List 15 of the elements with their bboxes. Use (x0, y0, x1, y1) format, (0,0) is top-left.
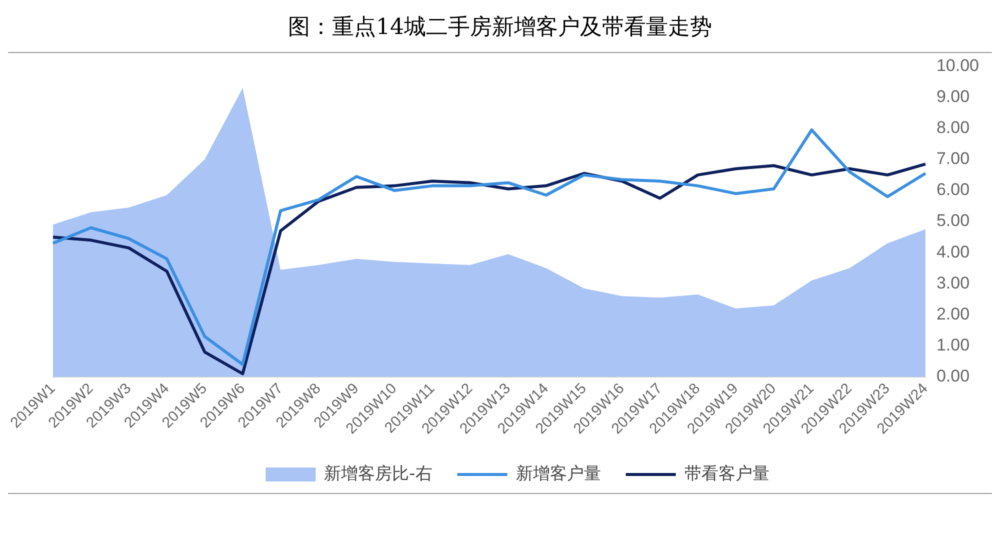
y-tick-label: 1.00 (936, 335, 970, 354)
y-tick-label: 2.00 (936, 304, 970, 324)
y-tick-label: 4.00 (936, 242, 970, 262)
legend-label: 新增客房比-右 (324, 464, 432, 484)
y-tick-label: 3.00 (936, 273, 970, 292)
y-tick-label: 5.00 (936, 211, 970, 230)
legend-label: 带看客户量 (684, 464, 770, 484)
y-tick-label: 0.00 (936, 366, 970, 386)
chart-title: 图：重点14城二手房新增客户及带看量走势 (8, 8, 992, 53)
y-tick-label: 10.00 (936, 56, 980, 75)
y-tick-label: 8.00 (936, 118, 970, 138)
y-tick-label: 7.00 (936, 149, 970, 168)
legend-label: 新增客户量 (516, 464, 601, 484)
y-tick-label: 9.00 (936, 86, 970, 106)
y-tick-label: 6.00 (936, 180, 970, 200)
